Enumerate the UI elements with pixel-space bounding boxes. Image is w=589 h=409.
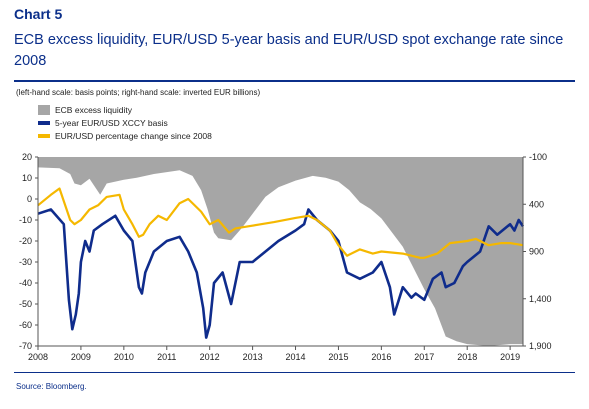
legend-swatch-eurusd	[38, 134, 50, 138]
right-axis-tick-label: 1,400	[529, 294, 552, 304]
excess-liquidity-area-layer	[38, 157, 523, 346]
left-axis-tick-label: 10	[22, 173, 32, 183]
legend-swatch-xccy-basis	[38, 121, 50, 125]
x-axis-tick-label: 2019	[500, 352, 520, 362]
x-axis-tick-label: 2015	[328, 352, 348, 362]
source-note: Source: Bloomberg.	[16, 382, 87, 391]
right-axis-tick-label: -100	[529, 152, 547, 162]
left-axis-tick-label: -20	[19, 236, 32, 246]
x-axis-tick-label: 2011	[157, 352, 176, 362]
source-rule	[14, 372, 575, 373]
x-axis-tick-label: 2008	[28, 352, 48, 362]
left-axis-tick-label: -50	[19, 299, 32, 309]
chart-number: Chart 5	[14, 6, 63, 22]
right-axis-tick-label: 900	[529, 247, 544, 257]
chart-title: ECB excess liquidity, EUR/USD 5-year bas…	[14, 32, 564, 69]
x-axis-tick-label: 2018	[457, 352, 477, 362]
axes-layer: 20100-10-20-30-40-50-60-70-1004009001,40…	[19, 152, 552, 362]
series-line-xccy-basis	[37, 208, 525, 339]
x-axis-tick-label: 2016	[371, 352, 391, 362]
title-rule	[14, 80, 575, 82]
x-axis-tick-label: 2010	[114, 352, 134, 362]
right-axis-tick-label: 400	[529, 199, 544, 209]
left-axis-tick-label: 0	[27, 194, 32, 204]
legend-swatch-excess-liquidity	[38, 105, 50, 115]
series-lines-layer	[37, 187, 525, 339]
x-axis-tick-label: 2014	[286, 352, 306, 362]
legend-label: 5-year EUR/USD XCCY basis	[55, 118, 168, 128]
x-axis-tick-label: 2017	[414, 352, 434, 362]
right-axis-tick-label: 1,900	[529, 341, 552, 351]
left-axis-tick-label: -10	[19, 215, 32, 225]
x-axis-tick-label: 2012	[200, 352, 220, 362]
left-axis-tick-label: -60	[19, 320, 32, 330]
x-axis-tick-label: 2013	[243, 352, 263, 362]
legend: ECB excess liquidity 5-year EUR/USD XCCY …	[38, 105, 212, 141]
left-axis-tick-label: -70	[19, 341, 32, 351]
series-area-excess-liquidity	[38, 157, 523, 346]
x-axis-tick-label: 2009	[71, 352, 91, 362]
left-axis-tick-label: -30	[19, 257, 32, 267]
left-axis-tick-label: 20	[22, 152, 32, 162]
legend-label: ECB excess liquidity	[55, 105, 133, 115]
chart-subtitle: (left-hand scale: basis points; right-ha…	[16, 88, 261, 97]
legend-label: EUR/USD percentage change since 2008	[55, 131, 212, 141]
series-line-eurusd	[37, 187, 524, 259]
left-axis-tick-label: -40	[19, 278, 32, 288]
